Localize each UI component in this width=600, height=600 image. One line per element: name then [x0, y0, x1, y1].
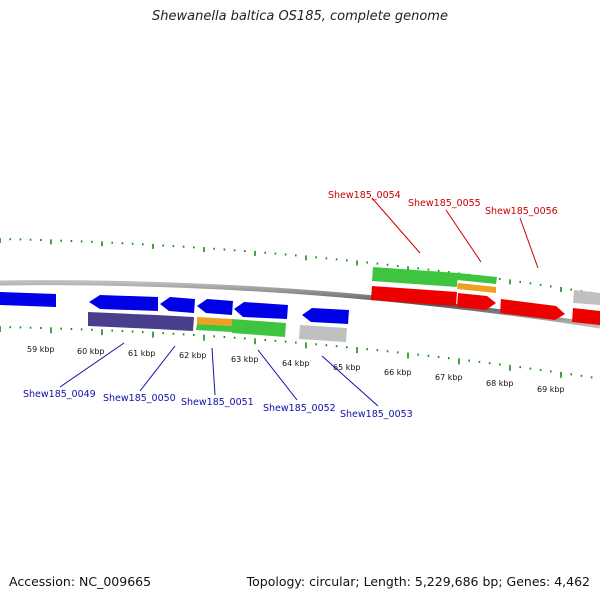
gene-feature-gray[interactable]: [573, 290, 600, 305]
gene-feature-red[interactable]: [371, 286, 457, 306]
gene-feature-blue[interactable]: [160, 297, 195, 313]
gene-label[interactable]: Shew185_0052: [263, 403, 336, 414]
topology-text: Topology: circular; Length: 5,229,686 bp…: [246, 574, 590, 589]
gene-feature-gray[interactable]: [299, 325, 347, 342]
kbp-scale: 59 kbp 60 kbp 61 kbp 62 kbp 63 kbp 64 kb…: [27, 345, 565, 394]
gene-feature-green[interactable]: [457, 273, 497, 284]
gene-feature-blue[interactable]: [0, 292, 56, 307]
upper-strand-genes: [371, 267, 600, 325]
kbp-label: 61 kbp: [128, 349, 156, 358]
gene-feature-blue[interactable]: [197, 299, 233, 315]
gene-label[interactable]: Shew185_0050: [103, 393, 176, 404]
gene-feature-blue[interactable]: [89, 295, 158, 311]
gene-feature-red[interactable]: [572, 308, 600, 325]
gene-feature-green[interactable]: [196, 324, 232, 332]
kbp-label: 69 kbp: [537, 385, 565, 394]
kbp-label: 66 kbp: [384, 368, 412, 377]
gene-feature-purple[interactable]: [88, 312, 156, 329]
gene-feature-orange[interactable]: [457, 283, 496, 293]
gene-feature-blue[interactable]: [234, 302, 288, 319]
gene-label[interactable]: Shew185_0049: [23, 389, 96, 400]
map-title: Shewanella baltica OS185, complete genom…: [152, 9, 448, 24]
gene-label[interactable]: Shew185_0054: [328, 190, 401, 201]
gene-feature-green[interactable]: [372, 267, 458, 287]
inner-tick-ring: [0, 326, 593, 379]
accession-text: Accession: NC_009665: [9, 574, 152, 589]
kbp-label: 59 kbp: [27, 345, 55, 354]
gene-label[interactable]: Shew185_0051: [181, 397, 254, 408]
gene-feature-green[interactable]: [232, 319, 286, 337]
gene-label-leaders: [59, 197, 539, 407]
kbp-label: 65 kbp: [333, 363, 361, 372]
gene-labels: Shew185_0049 Shew185_0050 Shew185_0051 S…: [23, 190, 558, 420]
kbp-label: 63 kbp: [231, 355, 259, 364]
kbp-label: 62 kbp: [179, 351, 207, 360]
outer-tick-ring: [0, 238, 593, 294]
kbp-label: 64 kbp: [282, 359, 310, 368]
gene-label[interactable]: Shew185_0056: [485, 206, 558, 217]
gene-feature-blue[interactable]: [302, 308, 349, 324]
kbp-label: 67 kbp: [435, 373, 463, 382]
gene-feature-orange[interactable]: [197, 317, 232, 326]
gene-feature-red[interactable]: [500, 299, 565, 320]
kbp-label: 68 kbp: [486, 379, 514, 388]
gene-label[interactable]: Shew185_0055: [408, 198, 481, 209]
gene-label[interactable]: Shew185_0053: [340, 409, 413, 420]
lower-strand-genes: [0, 292, 349, 342]
gene-feature-purple[interactable]: [156, 315, 194, 331]
kbp-label: 60 kbp: [77, 347, 105, 356]
gene-feature-red[interactable]: [457, 293, 496, 310]
